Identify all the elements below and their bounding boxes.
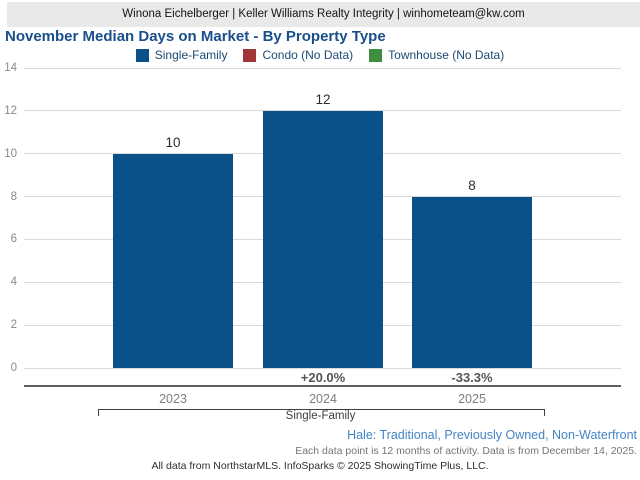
plot-area: 0 2 4 6 8 10 12 14 10 12 8 <box>0 62 640 374</box>
filter-note: Hale: Traditional, Previously Owned, Non… <box>347 428 637 442</box>
y-axis-tick-label: 14 <box>4 62 17 74</box>
year-label-2024: 2024 <box>309 392 337 406</box>
chart-legend: Single-Family Condo (No Data) Townhouse (N… <box>0 47 640 63</box>
chart-title: November Median Days on Market - By Prop… <box>5 28 386 45</box>
legend-item-townhouse-no-data[interactable]: Townhouse (No Data) <box>369 48 504 62</box>
gridline <box>24 67 621 69</box>
legend-swatch-icon <box>135 48 149 62</box>
bar-value-label: 12 <box>315 91 331 107</box>
year-label-2023: 2023 <box>159 392 187 406</box>
y-axis-tick-label: 8 <box>10 190 17 203</box>
contact-line: Winona Eichelberger | Keller Williams Re… <box>122 8 525 20</box>
y-axis-tick-label: 4 <box>10 276 17 289</box>
bar-value-label: 8 <box>468 177 476 193</box>
y-axis-tick-label: 10 <box>4 147 17 160</box>
gridline <box>24 367 621 369</box>
header-bar: Winona Eichelberger | Keller Williams Re… <box>7 2 640 27</box>
year-label-2025: 2025 <box>458 392 486 406</box>
pct-change-label-2024: +20.0% <box>300 370 346 385</box>
attribution-note: All data from NorthstarMLS. InfoSparks ©… <box>151 460 489 472</box>
bar-2025 <box>412 196 532 368</box>
legend-item-label: Townhouse (No Data) <box>388 48 505 62</box>
legend-item-label: Single-Family <box>154 48 228 62</box>
category-bracket <box>98 409 545 416</box>
legend-swatch-icon <box>243 48 257 62</box>
data-note: Each data point is 12 months of activity… <box>295 445 637 457</box>
y-axis-tick-label: 6 <box>10 233 17 246</box>
bracket-group-label: Single-Family <box>285 410 356 422</box>
legend-item-condo-no-data[interactable]: Condo (No Data) <box>243 48 353 62</box>
bar-value-label: 10 <box>165 134 181 150</box>
y-axis-tick-label: 12 <box>4 104 17 117</box>
bar-2023 <box>113 153 233 368</box>
legend-swatch-icon <box>369 48 383 62</box>
legend-item-single-family[interactable]: Single-Family <box>135 48 228 62</box>
pct-change-label-2025: -33.3% <box>451 370 493 385</box>
x-axis-line <box>24 385 621 387</box>
bar-2024 <box>263 110 383 368</box>
y-axis-tick-label: 0 <box>10 362 17 374</box>
y-axis-tick-label: 2 <box>10 319 17 332</box>
gridline <box>24 110 621 112</box>
legend-item-label: Condo (No Data) <box>262 48 354 62</box>
